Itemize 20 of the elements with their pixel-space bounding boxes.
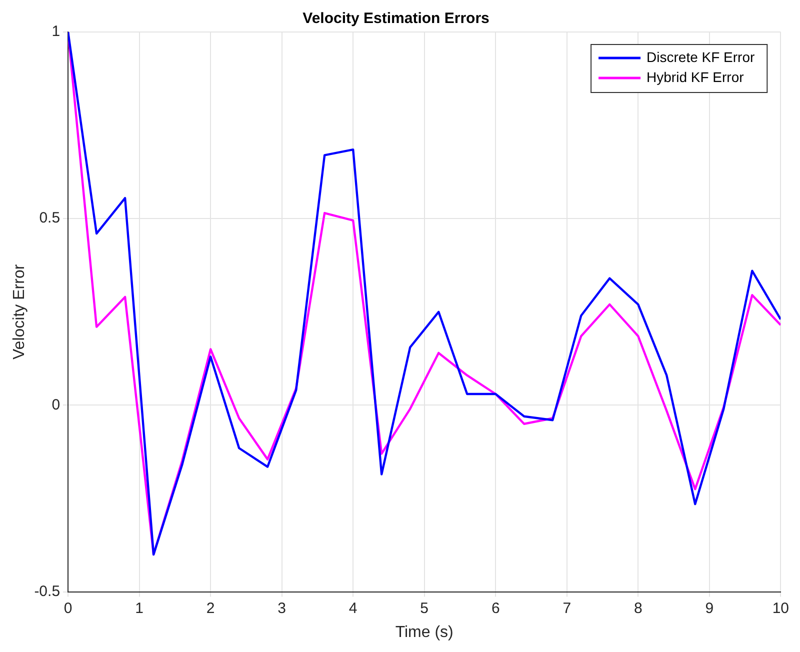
- x-tick-label: 10: [772, 600, 789, 617]
- y-axis-title: Velocity Error: [11, 264, 28, 360]
- y-tick-label: -0.5: [34, 582, 60, 600]
- x-tick-label: 6: [491, 600, 500, 617]
- x-tick-label: 2: [206, 600, 215, 617]
- x-tick-label: 5: [420, 600, 429, 617]
- y-tick-label: 1: [52, 23, 60, 40]
- legend-label: Discrete KF Error: [646, 48, 755, 65]
- x-tick-label: 1: [135, 600, 144, 617]
- x-tick-label: 8: [634, 600, 642, 617]
- x-axis-title: Time (s): [395, 624, 454, 641]
- x-tick-label: 4: [348, 600, 358, 617]
- legend-label: Hybrid KF Error: [646, 68, 744, 85]
- y-tick-label: 0: [52, 396, 60, 414]
- x-tick-label: 9: [705, 600, 714, 617]
- x-tick-label: 0: [64, 600, 72, 617]
- y-tick-label: 0.5: [39, 210, 60, 227]
- chart-title: Velocity Estimation Errors: [302, 10, 490, 28]
- x-tick-label: 7: [562, 600, 572, 617]
- x-tick-label: 3: [278, 600, 286, 617]
